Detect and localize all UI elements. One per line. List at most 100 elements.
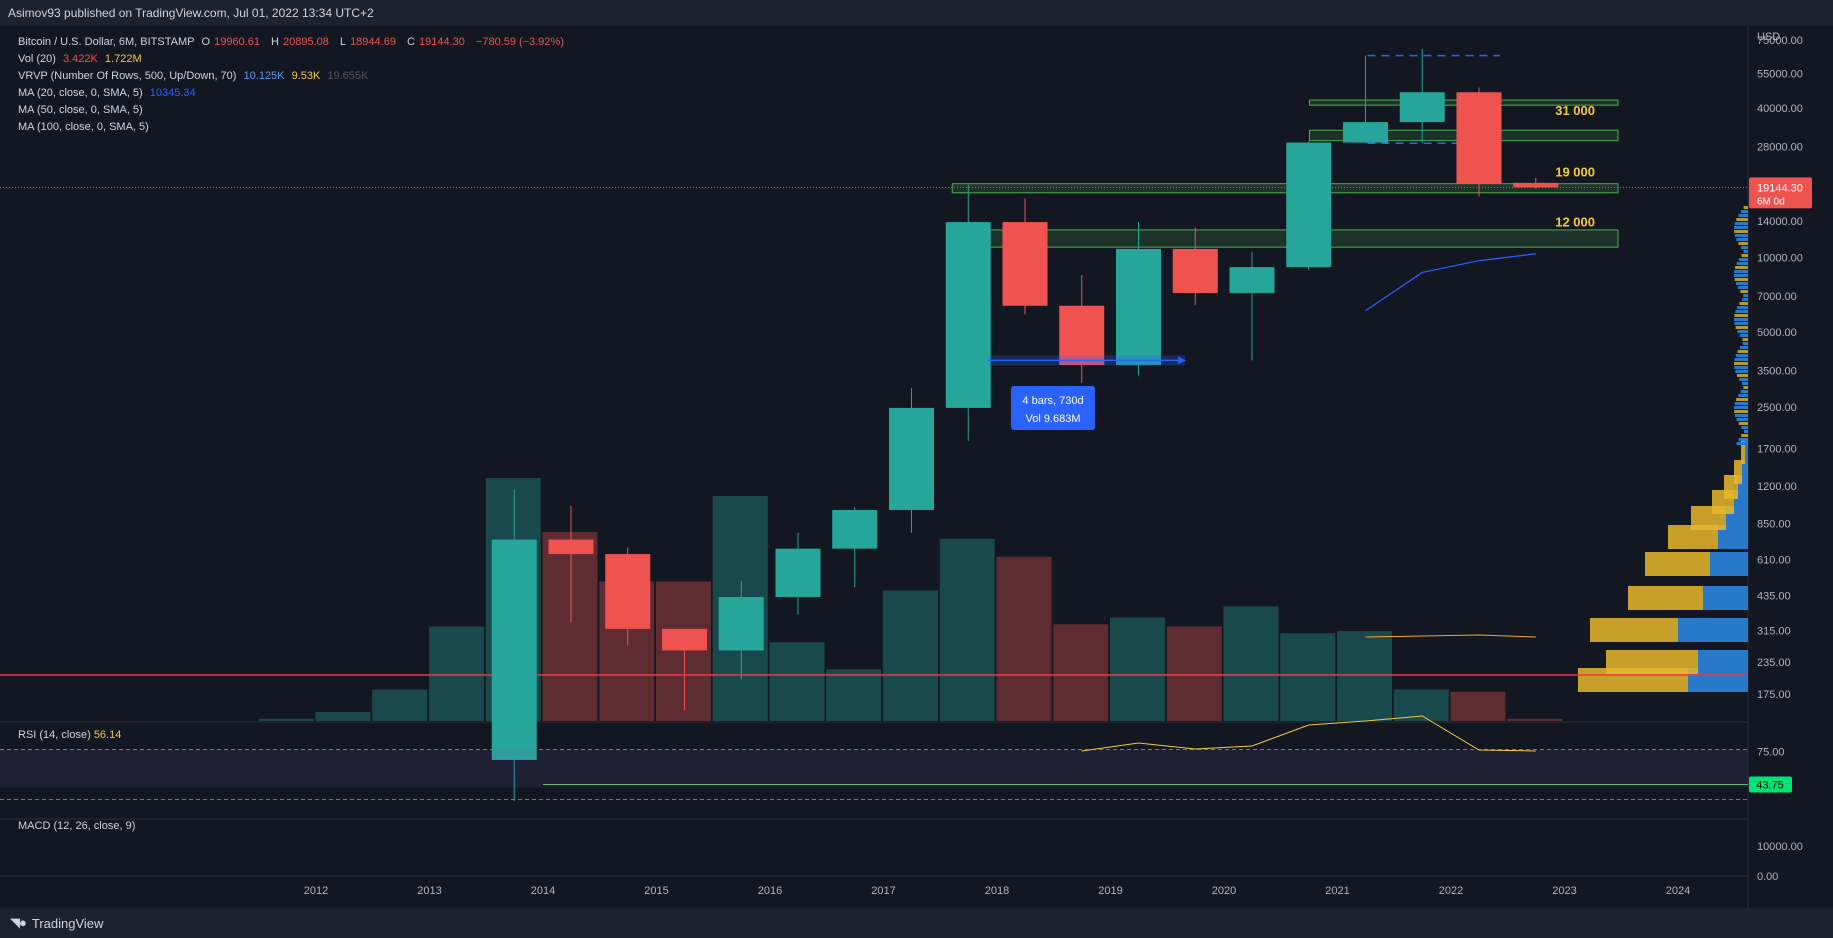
price-tick-label: 175.00	[1757, 689, 1791, 701]
volume-profile-row	[1737, 350, 1748, 353]
volume-profile-row	[1736, 418, 1748, 421]
time-tick-label: 2015	[644, 885, 668, 897]
volume-bar	[1337, 631, 1392, 721]
volume-profile-row	[1735, 326, 1748, 329]
rsi-band	[0, 749, 1748, 788]
volume-profile-down	[1734, 460, 1742, 484]
vrvp-value-2: 9.53K	[291, 70, 321, 82]
candle-body	[1399, 92, 1445, 123]
price-chart[interactable]: 31 000 19 000 12 000 4 bars, 730d Vol 9.683M…	[0, 26, 1833, 908]
volume-profile-row	[1741, 434, 1748, 437]
candle-body	[1456, 92, 1502, 184]
tradingview-logo-icon: ◥●	[10, 915, 27, 930]
close-label: C	[407, 36, 415, 48]
price-tag-value: 19144.30	[1757, 182, 1803, 194]
ma100-label: MA (100, close, 0, SMA, 5)	[18, 121, 149, 133]
rsi-label: RSI (14, close)	[18, 729, 91, 741]
legend-ma20-row[interactable]: MA (20, close, 0, SMA, 5) 10345.34	[18, 85, 568, 102]
zone-label: 12 000	[1555, 215, 1595, 230]
volume-profile-row	[1743, 430, 1748, 433]
volume-bar	[1110, 617, 1165, 721]
high-value: 20895.08	[282, 36, 329, 48]
candle-body	[1116, 248, 1161, 366]
ma20-value: 10345.34	[149, 87, 196, 99]
price-tick-label: 315.00	[1757, 626, 1791, 638]
candle-body	[718, 596, 764, 651]
price-tick-label: 7000.00	[1757, 291, 1797, 303]
volume-profile-row	[1735, 354, 1748, 357]
ma50-label: MA (50, close, 0, SMA, 5)	[18, 104, 143, 116]
measure-arrow	[1178, 356, 1186, 365]
volume-profile-row	[1734, 270, 1748, 273]
rsi-line	[1081, 715, 1536, 752]
candle-body	[1002, 222, 1048, 306]
legend-vrvp-row[interactable]: VRVP (Number Of Rows, 500, Up/Down, 70) …	[18, 68, 568, 85]
rsi-support-tag	[1749, 776, 1792, 793]
volume-profile-up	[1742, 460, 1748, 484]
legend-ma100-row[interactable]: MA (100, close, 0, SMA, 5)	[18, 119, 568, 136]
low-label: L	[339, 36, 347, 48]
volume-bar	[656, 581, 711, 721]
volume-bar	[1507, 718, 1563, 721]
volume-profile-row	[1738, 394, 1748, 397]
candle-body	[605, 554, 651, 629]
time-tick-label: 2021	[1325, 885, 1349, 897]
volume-profile-row	[1735, 282, 1748, 285]
volume-profile-row	[1734, 406, 1748, 409]
time-tick-label: 2023	[1552, 885, 1576, 897]
zone-label: 31 000	[1555, 103, 1595, 118]
legend-vol-row[interactable]: Vol (20) 3.422K 1.722M	[18, 51, 568, 68]
time-tick-label: 2012	[304, 885, 328, 897]
volume-bar	[1280, 633, 1336, 721]
volume-profile-down	[1741, 440, 1745, 464]
price-tick-label: 3500.00	[1757, 366, 1797, 378]
candle-body	[832, 509, 878, 549]
volume-profile-up	[1745, 440, 1748, 464]
volume-bar	[1053, 624, 1109, 721]
vrvp-value-3: 19.655K	[327, 70, 369, 82]
price-tick-label: 2500.00	[1757, 402, 1797, 414]
zone-label: 19 000	[1555, 164, 1595, 179]
price-tick-label: 75000.00	[1757, 35, 1803, 47]
volume-bar	[542, 532, 598, 721]
vrvp-label: VRVP (Number Of Rows, 500, Up/Down, 70)	[18, 70, 237, 82]
volume-profile-row	[1734, 318, 1748, 321]
tradingview-brand[interactable]: ◥● TradingView	[10, 915, 103, 931]
candle-body	[1513, 182, 1559, 188]
vol-label: Vol (20)	[18, 53, 56, 65]
price-tick-label: 28000.00	[1757, 141, 1803, 153]
volume-profile-row	[1737, 330, 1748, 333]
legend-symbol-row: Bitcoin / U.S. Dollar, 6M, BITSTAMP O 199…	[18, 34, 568, 51]
low-value: 18944.69	[350, 36, 396, 48]
volume-ma-line	[1365, 634, 1536, 638]
volume-profile-row	[1739, 302, 1748, 305]
volume-bar	[1450, 691, 1506, 721]
volume-profile-row	[1741, 382, 1748, 385]
candle-body	[1059, 305, 1105, 366]
volume-profile-row	[1734, 362, 1748, 365]
vol-value-1: 3.422K	[62, 53, 98, 65]
macd-tick-label: 0.00	[1757, 871, 1778, 883]
price-tick-label: 235.00	[1757, 657, 1791, 669]
footer-bar: ◥● TradingView	[0, 908, 1833, 938]
volume-profile-up	[1698, 650, 1748, 674]
volume-profile-row	[1740, 290, 1748, 293]
volume-bar	[1166, 626, 1222, 721]
volume-bar	[769, 642, 825, 721]
time-tick-label: 2019	[1098, 885, 1122, 897]
macd-tick-label: 10000.00	[1757, 841, 1803, 853]
legend-ma50-row[interactable]: MA (50, close, 0, SMA, 5)	[18, 102, 568, 119]
volume-profile-up	[1678, 618, 1748, 642]
price-tick-label: 10000.00	[1757, 252, 1803, 264]
open-label: O	[201, 36, 211, 48]
volume-profile-row	[1734, 226, 1748, 229]
volume-profile-row	[1741, 426, 1748, 429]
time-tick-label: 2022	[1439, 885, 1463, 897]
volume-profile-row	[1737, 286, 1748, 289]
price-tag	[1749, 177, 1812, 209]
time-tick-label: 2016	[758, 885, 782, 897]
time-tick-label: 2020	[1212, 885, 1236, 897]
macd-legend[interactable]: MACD (12, 26, close, 9)	[18, 820, 135, 832]
rsi-legend[interactable]: RSI (14, close) 56.14	[18, 729, 121, 741]
candle-body	[548, 539, 594, 555]
